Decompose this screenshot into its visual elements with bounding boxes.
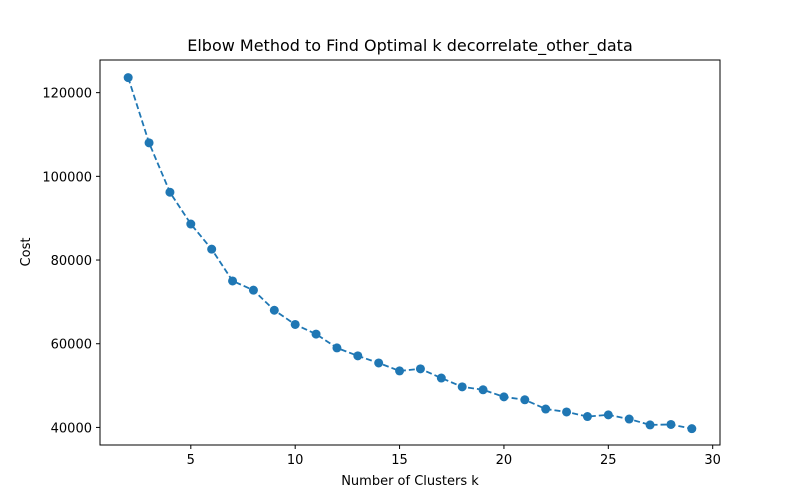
x-tick-label: 5	[187, 453, 195, 468]
x-axis-label: Number of Clusters k	[341, 474, 479, 489]
data-point	[123, 73, 133, 83]
data-point	[415, 364, 425, 374]
series-line	[127, 77, 692, 430]
data-point	[207, 244, 217, 254]
data-point	[165, 187, 175, 197]
data-point	[645, 420, 655, 430]
data-point	[582, 412, 592, 422]
data-point	[144, 138, 154, 148]
x-tick-label: 25	[600, 453, 617, 468]
series-layer	[123, 73, 697, 434]
plot-area: 5 10 15 20 25 30 40000 60000 80000 100000 120000	[42, 59, 721, 468]
data-point	[687, 424, 697, 434]
data-point	[603, 410, 613, 420]
x-tick-label: 10	[287, 453, 304, 468]
data-point	[520, 395, 530, 405]
data-point	[666, 419, 676, 429]
x-tick-label: 20	[496, 453, 513, 468]
y-tick-label: 120000	[42, 87, 92, 102]
data-point	[186, 219, 196, 229]
y-axis-label: Cost	[19, 238, 34, 267]
x-tick-label: 15	[391, 453, 408, 468]
data-point	[624, 414, 634, 424]
y-tick-label: 40000	[51, 421, 92, 436]
data-point	[436, 373, 446, 383]
data-point	[562, 407, 572, 417]
data-point	[353, 351, 363, 361]
data-point	[499, 392, 509, 402]
y-tick-label: 60000	[51, 338, 92, 353]
data-point	[269, 305, 279, 315]
x-tick-label: 30	[704, 453, 721, 468]
data-point	[478, 385, 488, 395]
data-point	[332, 343, 342, 353]
x-axis: 5 10 15 20 25 30	[187, 445, 721, 468]
y-tick-label: 80000	[51, 254, 92, 269]
data-point	[374, 358, 384, 368]
y-axis: 40000 60000 80000 100000 120000	[42, 87, 100, 436]
y-tick-label: 100000	[42, 170, 92, 185]
plot-frame	[99, 59, 721, 446]
data-point	[541, 404, 551, 414]
data-point	[457, 382, 467, 392]
data-point	[228, 276, 238, 286]
chart-title: Elbow Method to Find Optimal k decorrela…	[187, 36, 633, 56]
data-point	[395, 366, 405, 376]
data-point	[248, 285, 258, 295]
data-point	[290, 319, 300, 329]
data-point	[311, 329, 321, 339]
